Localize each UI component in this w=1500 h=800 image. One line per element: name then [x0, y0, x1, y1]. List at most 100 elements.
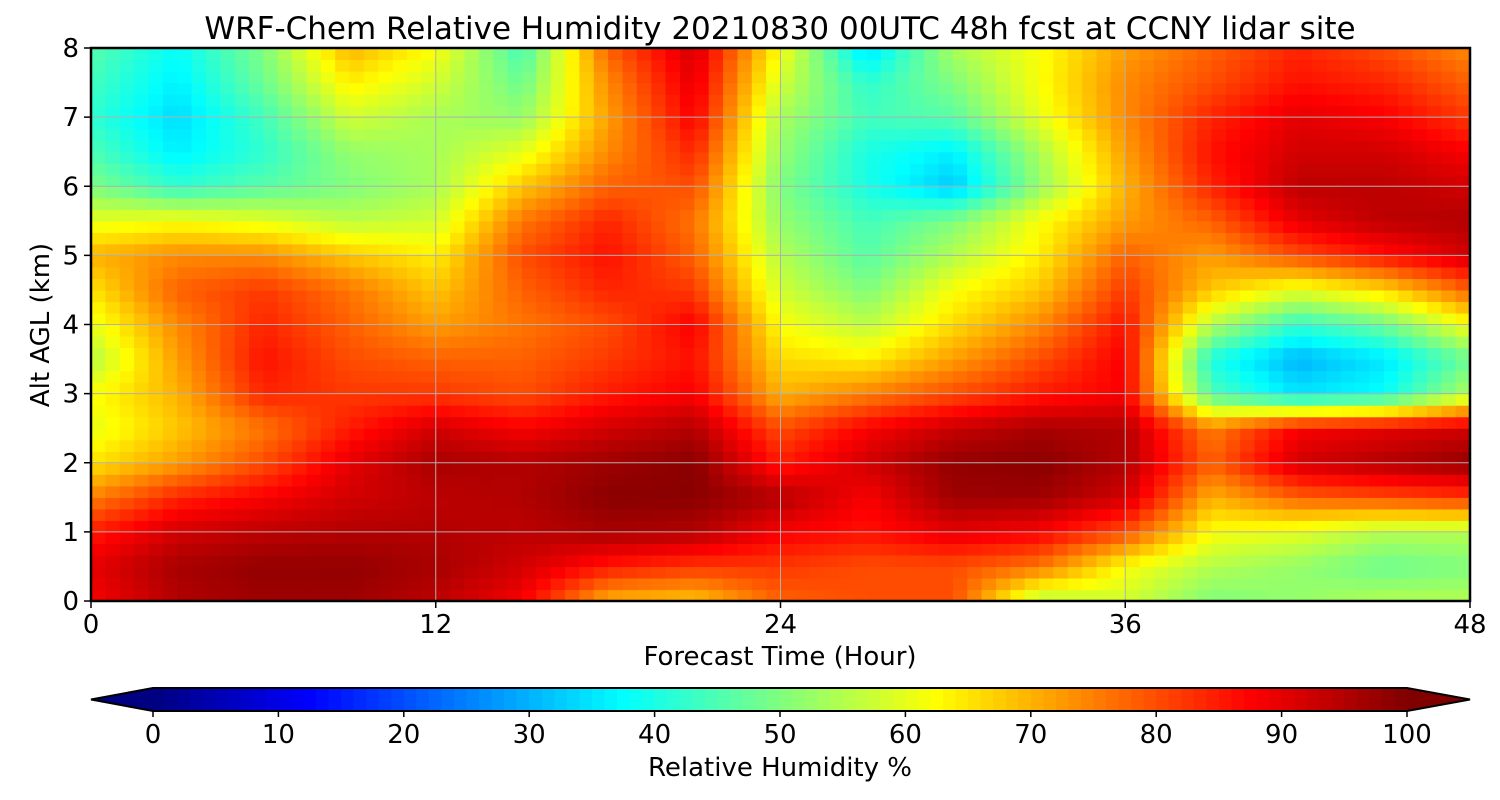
heatmap-cell — [794, 71, 810, 84]
heatmap-cell — [1182, 497, 1198, 510]
heatmap-cell — [450, 174, 466, 187]
heatmap-cell — [565, 393, 580, 406]
heatmap-cell — [809, 393, 825, 406]
heatmap-cell — [579, 543, 595, 556]
heatmap-cell — [809, 312, 825, 326]
heatmap-cell — [1182, 174, 1198, 187]
heatmap-cell — [464, 428, 480, 441]
heatmap-cell — [1197, 117, 1213, 130]
heatmap-cell — [1125, 220, 1141, 233]
heatmap-cell — [608, 543, 624, 556]
heatmap-cell — [780, 140, 796, 153]
heatmap-cell — [148, 209, 164, 222]
heatmap-cell — [1096, 347, 1112, 360]
heatmap-cell — [1311, 382, 1327, 395]
heatmap-cell — [1225, 128, 1241, 141]
heatmap-cell — [751, 128, 767, 141]
heatmap-cell — [119, 117, 135, 130]
heatmap-cell — [1211, 474, 1227, 487]
heatmap-cell — [1096, 451, 1112, 464]
heatmap-cell — [1383, 497, 1399, 510]
heatmap-cell — [1211, 497, 1227, 510]
heatmap-cell — [1426, 485, 1442, 498]
heatmap-cell — [1211, 416, 1227, 429]
heatmap-cell — [435, 128, 451, 141]
heatmap-cell — [1369, 462, 1385, 475]
heatmap-cell — [636, 278, 652, 291]
heatmap-cell — [766, 243, 782, 256]
heatmap-cell — [780, 405, 796, 418]
heatmap-cell — [205, 462, 221, 475]
heatmap-cell — [1039, 278, 1055, 291]
heatmap-cell — [1182, 105, 1198, 118]
heatmap-cell — [234, 174, 250, 187]
heatmap-cell — [205, 485, 221, 498]
heatmap-cell — [220, 312, 236, 326]
heatmap-cell — [1398, 497, 1414, 510]
heatmap-cell — [134, 255, 150, 268]
heatmap-cell — [1297, 82, 1313, 95]
heatmap-cell — [694, 48, 710, 61]
heatmap-cell — [91, 82, 106, 95]
heatmap-cell — [1326, 428, 1342, 441]
heatmap-cell — [1153, 405, 1169, 418]
heatmap-cell — [1240, 82, 1256, 95]
heatmap-cell — [148, 174, 164, 187]
colorbar-segment — [1181, 688, 1195, 711]
heatmap-cell — [751, 94, 767, 107]
heatmap-cell — [679, 485, 695, 498]
heatmap-cell — [320, 370, 336, 383]
heatmap-cell — [220, 543, 236, 556]
heatmap-cell — [263, 220, 279, 233]
heatmap-cell — [1197, 359, 1213, 372]
heatmap-cell — [464, 439, 480, 452]
heatmap-cell — [881, 301, 897, 314]
heatmap-cell — [421, 128, 437, 141]
heatmap-cell — [421, 474, 437, 487]
heatmap-cell — [608, 451, 624, 464]
heatmap-cell — [1240, 589, 1256, 601]
heatmap-cell — [1110, 577, 1126, 591]
heatmap-cell — [694, 255, 710, 268]
heatmap-cell — [478, 151, 494, 164]
heatmap-cell — [1110, 428, 1126, 441]
heatmap-cell — [665, 439, 681, 452]
heatmap-cell — [1153, 220, 1169, 233]
heatmap-cell — [665, 59, 681, 72]
heatmap-cell — [536, 243, 552, 256]
heatmap-cell — [234, 497, 250, 510]
heatmap-cell — [1153, 186, 1169, 199]
heatmap-cell — [708, 347, 724, 360]
heatmap-cell — [909, 278, 925, 291]
heatmap-cell — [277, 520, 293, 533]
heatmap-cell — [622, 554, 638, 568]
heatmap-cell — [507, 439, 523, 452]
heatmap-cell — [651, 255, 667, 268]
heatmap-cell — [1340, 347, 1356, 360]
heatmap-cell — [507, 266, 523, 280]
heatmap-cell — [823, 163, 839, 176]
heatmap-cell — [550, 232, 566, 245]
heatmap-cell — [277, 347, 293, 360]
heatmap-cell — [1139, 508, 1155, 521]
heatmap-cell — [1082, 105, 1098, 118]
heatmap-cell — [478, 359, 494, 372]
heatmap-cell — [91, 497, 106, 510]
heatmap-cell — [263, 577, 279, 591]
heatmap-cell — [320, 416, 336, 429]
heatmap-cell — [895, 71, 911, 84]
heatmap-cell — [708, 128, 724, 141]
heatmap-cell — [737, 428, 753, 441]
heatmap-cell — [119, 531, 135, 544]
heatmap-cell — [1110, 82, 1126, 95]
heatmap-cell — [1412, 94, 1428, 107]
heatmap-cell — [1225, 428, 1241, 441]
heatmap-cell — [450, 163, 466, 176]
heatmap-cell — [1254, 220, 1270, 233]
heatmap-cell — [981, 278, 997, 291]
heatmap-cell — [708, 163, 724, 176]
colorbar-tick-label: 60 — [889, 720, 922, 750]
heatmap-cell — [493, 48, 509, 61]
heatmap-cell — [1153, 347, 1169, 360]
heatmap-cell — [450, 232, 466, 245]
